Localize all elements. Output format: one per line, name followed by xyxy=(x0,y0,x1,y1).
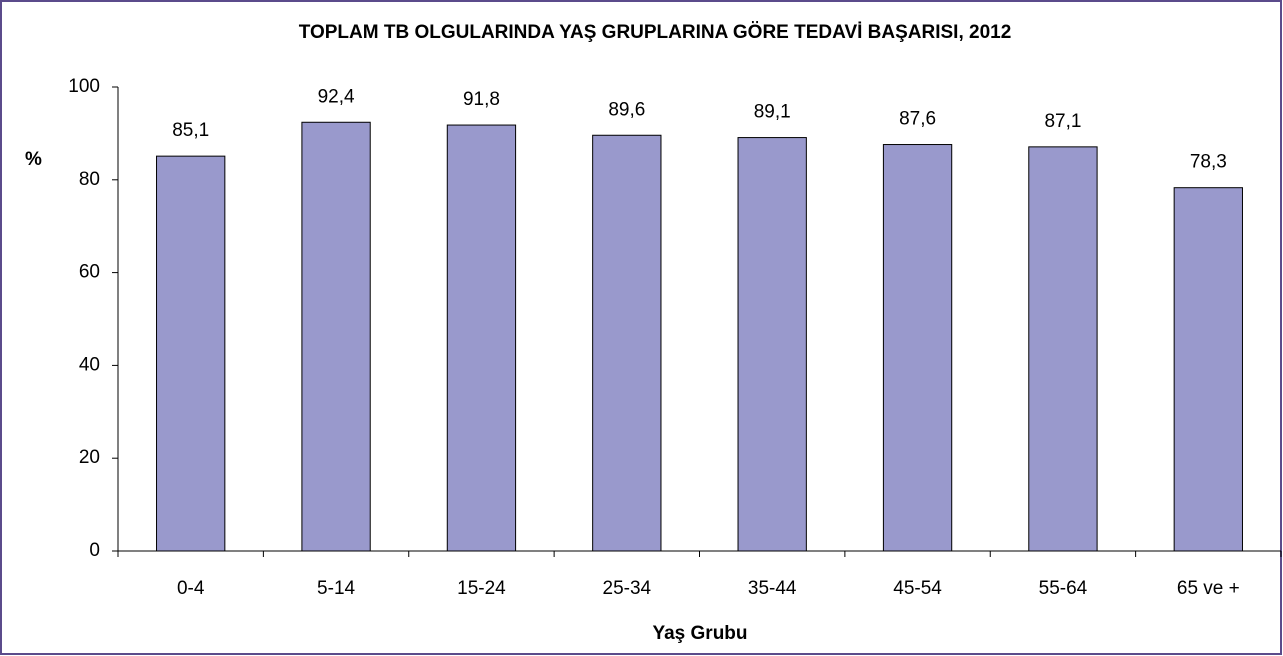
bar xyxy=(592,134,662,552)
x-tick-label: 0-4 xyxy=(177,578,205,599)
y-axis-label: % xyxy=(25,149,42,170)
x-tick-label: 15-24 xyxy=(457,578,506,599)
bar xyxy=(1028,146,1098,552)
bar xyxy=(1173,187,1243,552)
x-tick-label: 65 ve + xyxy=(1177,578,1240,599)
value-label: 85,1 xyxy=(172,120,209,141)
y-tick-label: 40 xyxy=(79,354,100,375)
value-label: 89,6 xyxy=(608,99,645,120)
value-label: 92,4 xyxy=(318,86,355,107)
y-tick-label: 20 xyxy=(79,447,100,468)
y-tick-label: 100 xyxy=(68,76,100,97)
bar xyxy=(156,155,226,552)
bar xyxy=(737,137,807,552)
value-label: 78,3 xyxy=(1190,152,1227,173)
value-label: 87,6 xyxy=(899,109,936,130)
x-tick-label: 45-54 xyxy=(893,578,942,599)
x-tick-label: 5-14 xyxy=(317,578,355,599)
bar xyxy=(446,124,517,552)
y-tick-label: 80 xyxy=(79,169,100,190)
value-label: 89,1 xyxy=(754,102,791,123)
x-tick-label: 35-44 xyxy=(748,578,797,599)
x-tick-label: 55-64 xyxy=(1039,578,1088,599)
x-tick-label: 25-34 xyxy=(603,578,652,599)
y-tick-label: 0 xyxy=(89,540,100,561)
bar xyxy=(301,121,371,552)
value-label: 91,8 xyxy=(463,89,500,110)
chart-title: TOPLAM TB OLGULARINDA YAŞ GRUPLARINA GÖR… xyxy=(299,22,1012,43)
y-tick-label: 60 xyxy=(79,262,100,283)
value-label: 87,1 xyxy=(1044,111,1081,132)
x-axis-label: Yaş Grubu xyxy=(652,623,747,644)
bar xyxy=(882,144,953,552)
